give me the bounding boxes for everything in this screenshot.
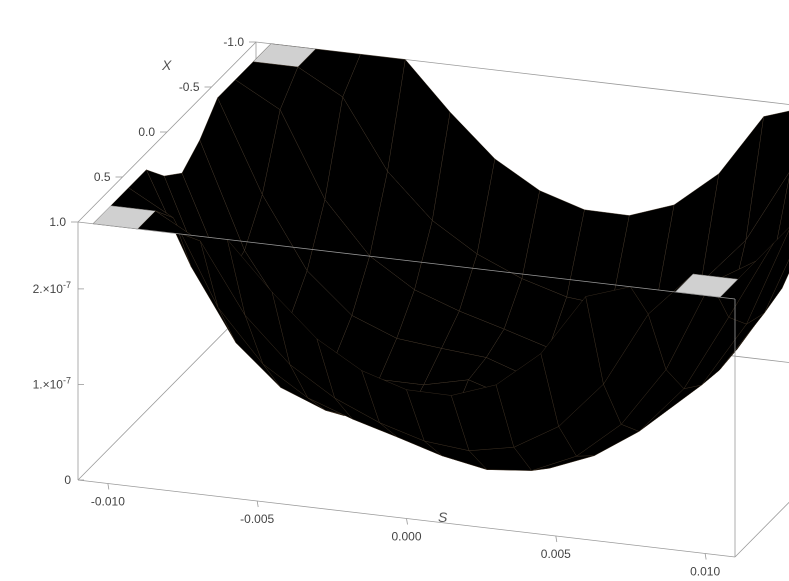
s-tick-label: -0.010 <box>91 495 125 509</box>
x-axis-label: X <box>161 57 172 73</box>
x-tick-label: -0.5 <box>179 80 200 94</box>
s-axis-ticks: -0.010 -0.005 0.000 0.005 0.010 <box>91 483 720 579</box>
s-tick-mark <box>256 500 259 508</box>
s-axis-label: S <box>438 509 448 525</box>
x-tick-label: 0.5 <box>94 170 111 184</box>
z-tick-label: 1.×10-7 <box>33 375 71 391</box>
z-axis-ticks: 0 1.×10-7 2.×10-7 <box>33 280 84 487</box>
s-tick-mark <box>555 535 558 543</box>
x-tick-label: 1.0 <box>49 215 66 229</box>
s-tick-mark <box>406 518 408 525</box>
s-tick-label: 0.010 <box>690 565 720 579</box>
surface-patch <box>745 110 789 241</box>
z-tick-label: 2.×10-7 <box>33 280 71 296</box>
x-axis-ticks: -1.0 -0.5 0.0 0.5 1.0 <box>49 35 256 229</box>
s-tick-label: 0.005 <box>541 547 571 561</box>
z-tick-label: 0 <box>64 473 71 487</box>
s-tick-mark <box>107 483 110 490</box>
surface-mesh <box>92 43 789 471</box>
box-edge <box>734 501 789 558</box>
s-tick-mark <box>704 553 707 560</box>
x-tick-label: -1.0 <box>223 35 244 49</box>
s-tick-label: -0.005 <box>240 512 274 526</box>
s-tick-label: 0.000 <box>391 530 421 544</box>
x-tick-label: 0.0 <box>138 125 155 139</box>
box-edge <box>77 221 736 300</box>
box-edge <box>77 299 257 481</box>
